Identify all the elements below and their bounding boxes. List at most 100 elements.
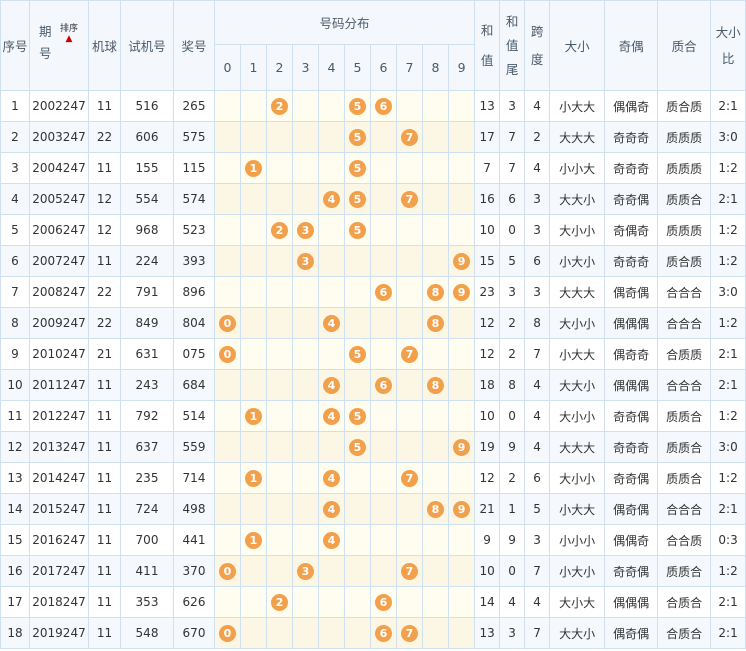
sort-label: 排序 [60, 24, 79, 34]
dist-cell-9 [447, 617, 476, 649]
digit-ball: 0 [219, 624, 236, 642]
cell-bigsmall: 大小小 [549, 400, 606, 432]
dist-cell-6 [370, 431, 397, 463]
dist-cell-4 [318, 338, 345, 370]
header-ratio: 大小比 [710, 0, 746, 91]
digit-ball: 4 [323, 407, 340, 425]
cell-span: 4 [524, 90, 551, 122]
cell-oddeven: 奇奇奇 [604, 121, 659, 153]
dist-cell-0: 0 [214, 617, 241, 649]
cell-tail: 5 [499, 245, 526, 277]
digit-ball: 0 [219, 345, 236, 363]
digit-ball: 6 [375, 97, 392, 115]
dist-cell-1 [240, 121, 267, 153]
dist-cell-0 [214, 152, 241, 184]
dist-cell-2: 2 [266, 90, 293, 122]
header-issue-label: 期号 [39, 24, 52, 61]
dist-cell-2 [266, 369, 293, 401]
dist-cell-2 [266, 183, 293, 215]
dist-cell-4 [318, 245, 345, 277]
dist-cell-3: 3 [292, 245, 319, 277]
cell-ratio: 2:1 [710, 617, 746, 649]
cell-oddeven: 偶偶偶 [604, 307, 659, 339]
digit-ball: 5 [349, 407, 366, 425]
digit-ball: 1 [245, 159, 262, 177]
cell-bigsmall: 大大小 [549, 617, 606, 649]
cell-ratio: 1:2 [710, 214, 746, 246]
dist-cell-5: 5 [344, 431, 371, 463]
cell-sum: 17 [474, 121, 501, 153]
digit-ball: 4 [323, 190, 340, 208]
cell-span: 3 [524, 524, 551, 556]
cell-seq: 7 [0, 276, 30, 308]
dist-cell-6: 6 [370, 586, 397, 618]
cell-seq: 1 [0, 90, 30, 122]
cell-seq: 9 [0, 338, 30, 370]
cell-bigsmall: 大大小 [549, 369, 606, 401]
dist-cell-9: 9 [447, 276, 476, 308]
cell-oddeven: 偶偶奇 [604, 524, 659, 556]
dist-cell-7 [396, 90, 423, 122]
header-trial: 试机号 [120, 0, 174, 91]
sort-button[interactable]: 排序 ▲ [60, 24, 79, 44]
dist-cell-0 [214, 90, 241, 122]
cell-prize: 441 [173, 524, 215, 556]
dist-cell-2 [266, 121, 293, 153]
dist-cell-7 [396, 493, 423, 525]
cell-sum: 13 [474, 90, 501, 122]
cell-seq: 3 [0, 152, 30, 184]
digit-ball: 8 [427, 314, 444, 332]
dist-cell-1 [240, 617, 267, 649]
dist-cell-1 [240, 431, 267, 463]
table-row: 18 2019247 11 548 670 0 6 7 13 3 7 大大小 偶奇偶 合质合 2:1 [0, 617, 746, 649]
digit-ball: 7 [401, 469, 418, 487]
dist-cell-1 [240, 586, 267, 618]
cell-primecomp: 合质质 [657, 338, 712, 370]
cell-primecomp: 合合合 [657, 307, 712, 339]
dist-cell-3 [292, 617, 319, 649]
dist-cell-8 [422, 214, 449, 246]
cell-tail: 2 [499, 462, 526, 494]
digit-ball: 6 [375, 283, 392, 301]
dist-cell-8 [422, 183, 449, 215]
dist-cell-2: 2 [266, 214, 293, 246]
cell-issue: 2014247 [29, 462, 89, 494]
digit-ball: 3 [297, 562, 314, 580]
dist-cell-1 [240, 493, 267, 525]
cell-issue: 2011247 [29, 369, 89, 401]
digit-ball: 0 [219, 562, 236, 580]
dist-cell-4: 4 [318, 462, 345, 494]
cell-bigsmall: 大大小 [549, 183, 606, 215]
cell-seq: 8 [0, 307, 30, 339]
cell-sum: 10 [474, 400, 501, 432]
dist-cell-2 [266, 307, 293, 339]
dist-cell-0 [214, 245, 241, 277]
cell-sum: 16 [474, 183, 501, 215]
cell-sum: 14 [474, 586, 501, 618]
header-span: 跨度 [524, 0, 551, 91]
dist-cell-1 [240, 214, 267, 246]
cell-seq: 5 [0, 214, 30, 246]
dist-cell-1 [240, 307, 267, 339]
cell-issue: 2018247 [29, 586, 89, 618]
dist-cell-6 [370, 338, 397, 370]
dist-cell-7 [396, 400, 423, 432]
dist-cell-8 [422, 245, 449, 277]
cell-bigsmall: 大小大 [549, 586, 606, 618]
cell-sum: 15 [474, 245, 501, 277]
cell-machine: 11 [88, 400, 121, 432]
digit-ball: 3 [297, 221, 314, 239]
cell-trial: 637 [120, 431, 174, 463]
digit-ball: 1 [245, 407, 262, 425]
table-row: 6 2007247 11 224 393 3 9 15 5 6 小大小 奇奇奇 质合质 1:2 [0, 245, 746, 277]
table-row: 11 2012247 11 792 514 1 4 5 10 0 4 大小小 奇奇偶 质质合 1:2 [0, 400, 746, 432]
digit-ball: 4 [323, 376, 340, 394]
header-machine: 机球 [88, 0, 121, 91]
dist-cell-2 [266, 400, 293, 432]
cell-trial: 968 [120, 214, 174, 246]
cell-issue: 2019247 [29, 617, 89, 649]
dist-cell-5: 5 [344, 214, 371, 246]
dist-cell-4 [318, 586, 345, 618]
table-row: 13 2014247 11 235 714 1 4 7 12 2 6 大小小 奇奇偶 质质合 1:2 [0, 462, 746, 494]
header-digit-9: 9 [447, 44, 476, 91]
